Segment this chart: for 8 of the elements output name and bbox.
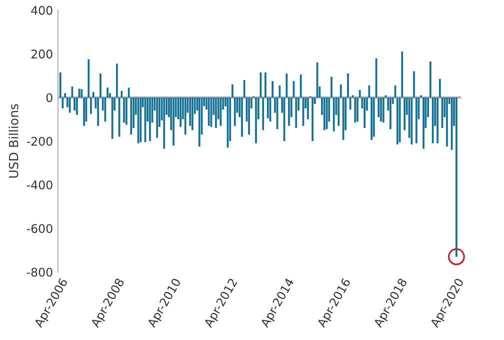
y-tick-label: -400 <box>26 180 52 190</box>
y-tick-label: 400 <box>31 6 52 15</box>
y-tick-label: 200 <box>31 50 52 58</box>
y-axis-title: USD Billions <box>8 104 18 178</box>
y-tick-label: -600 <box>26 224 52 234</box>
y-tick-label: -200 <box>26 136 52 146</box>
y-tick-label: -800 <box>26 268 52 277</box>
y-tick-label: 0 <box>46 93 52 102</box>
